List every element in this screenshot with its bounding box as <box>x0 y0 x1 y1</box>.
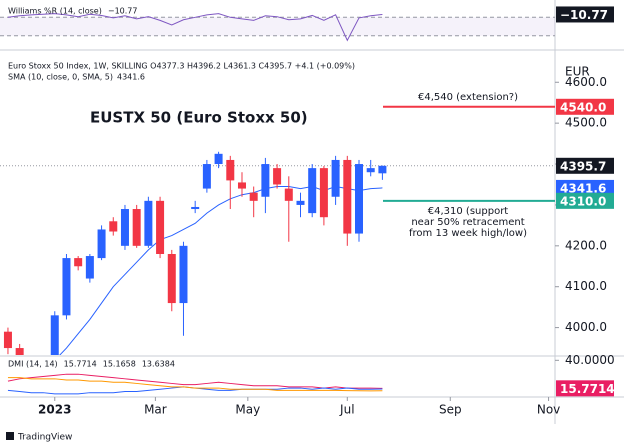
candle-body <box>3 331 12 349</box>
level-annotation: near 50% retracement <box>411 217 524 228</box>
level-annotation: from 13 week high/low) <box>409 228 527 239</box>
x-tick-label: 2023 <box>38 403 71 417</box>
candle-body <box>202 164 211 189</box>
band-fill <box>0 17 555 36</box>
indicator-line <box>7 373 383 389</box>
footer: TradingView <box>17 433 72 443</box>
candle-body <box>237 182 246 189</box>
price-tag <box>556 192 614 209</box>
candle-body <box>308 168 317 214</box>
candle-body <box>97 229 106 259</box>
candle-body <box>85 256 94 279</box>
price-tag-label: 4540.0 <box>560 100 606 114</box>
candle-body <box>179 245 188 304</box>
indicator-title: Williams %R (14, close) <box>8 7 102 16</box>
candle-body <box>15 348 24 355</box>
price-tag <box>556 179 614 196</box>
price-tag-label: −10.77 <box>560 8 608 22</box>
candle-body <box>366 168 375 173</box>
price-tag-label: 4395.7 <box>560 159 606 173</box>
pane <box>0 105 555 355</box>
candle-body <box>214 153 223 165</box>
price-tag-label: 15.7714 <box>560 382 615 396</box>
candle-body <box>50 315 59 355</box>
candle-body <box>120 209 129 246</box>
sma-value: 4341.6 <box>117 73 145 82</box>
candle-body <box>343 159 352 234</box>
indicator-title: DMI (14, 14) <box>8 360 58 369</box>
logo-mark <box>6 432 14 440</box>
price-tag-label: 4310.0 <box>560 194 606 208</box>
price-tag-label: 4341.6 <box>560 181 606 195</box>
candle-body <box>355 164 364 234</box>
candle-body <box>144 200 153 246</box>
pane <box>7 373 383 395</box>
candle-body <box>74 258 83 267</box>
sma-header: SMA (10, close, 0, SMA, 5) <box>8 73 113 82</box>
x-tick-label: Sep <box>439 403 462 417</box>
price-tag <box>556 98 614 115</box>
x-tick-label: May <box>235 403 260 417</box>
price-tag <box>556 157 614 174</box>
y-tick-label: 4500.0 <box>565 116 607 130</box>
candle-body <box>132 209 141 246</box>
candle-body <box>273 168 282 185</box>
y-tick-label: 4200.0 <box>565 238 607 252</box>
logo <box>6 432 14 440</box>
candle-body <box>226 159 235 181</box>
indicator-value: −10.77 <box>108 7 138 16</box>
candle-body <box>284 188 293 201</box>
candle-body <box>319 168 328 218</box>
price-tag <box>556 6 614 23</box>
y-tick-label: 4000.0 <box>565 320 607 334</box>
currency: EUR <box>565 65 590 79</box>
indicator-value: 15.7714 <box>64 360 97 369</box>
candle-body <box>167 254 176 304</box>
candle-body <box>249 192 258 201</box>
level-annotation: €4,540 (extension?) <box>418 92 518 103</box>
candle-body <box>331 159 340 197</box>
x-tick-label: Jul <box>339 403 354 417</box>
candle-body <box>261 164 270 197</box>
level-annotation: €4,310 (support <box>428 206 509 217</box>
chart-title: EUSTX 50 (Euro Stoxx 50) <box>90 109 308 127</box>
indicator-line <box>7 13 383 42</box>
price-tag <box>556 380 614 397</box>
candle-body <box>62 258 71 316</box>
chart-header: Euro Stoxx 50 Index, 1W, SKILLING O4377.… <box>8 62 355 71</box>
candle-body <box>378 165 387 174</box>
candle-body <box>156 200 165 254</box>
indicator-value: 15.1658 <box>103 360 136 369</box>
candle-body <box>296 200 305 205</box>
x-tick-label: Mar <box>144 403 167 417</box>
y-tick-label: 4600.0 <box>565 75 607 89</box>
y-tick-label: 4100.0 <box>565 279 607 293</box>
pane <box>0 13 555 42</box>
candle-body <box>109 221 118 232</box>
y-tick-label: 40.0000 <box>565 353 615 367</box>
x-tick-label: Nov <box>537 403 560 417</box>
indicator-value: 13.6384 <box>142 360 175 369</box>
candle-body <box>191 206 200 210</box>
indicator-line <box>7 377 383 392</box>
